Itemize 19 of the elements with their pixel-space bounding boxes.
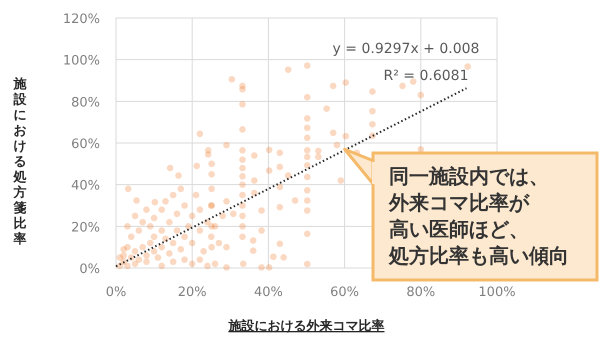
- x-tick-label: 80%: [406, 285, 436, 300]
- y-tick-label: 60%: [71, 137, 100, 152]
- y-tick-label: 120%: [62, 12, 100, 27]
- annotation: R² = 0.6081: [384, 68, 468, 84]
- y-tick-label: 40%: [71, 178, 100, 194]
- annotation: y = 0.9297x + 0.008: [332, 41, 480, 57]
- x-tick-label: 60%: [330, 285, 360, 300]
- x-tick-label: 40%: [254, 285, 283, 300]
- x-tick-label: 100%: [478, 285, 516, 300]
- y-tick-label: 100%: [62, 54, 100, 69]
- text: 施設における処方箋比率: [14, 77, 26, 247]
- callout: 同一施設内では、外来コマ比率が高い医師ほど、処方比率も高い傾向: [343, 148, 598, 282]
- x-tick-label: 20%: [178, 285, 207, 300]
- y-tick-label: 20%: [71, 220, 100, 236]
- y-tick-label: 0%: [79, 262, 100, 277]
- annotation: 同一施設内では、外来コマ比率が高い医師ほど、処方比率も高い傾向: [388, 164, 569, 268]
- x-tick-label: 0%: [106, 285, 126, 300]
- x-axis-title: 施設における外来コマ比率: [228, 318, 384, 334]
- y-tick-label: 80%: [71, 95, 100, 110]
